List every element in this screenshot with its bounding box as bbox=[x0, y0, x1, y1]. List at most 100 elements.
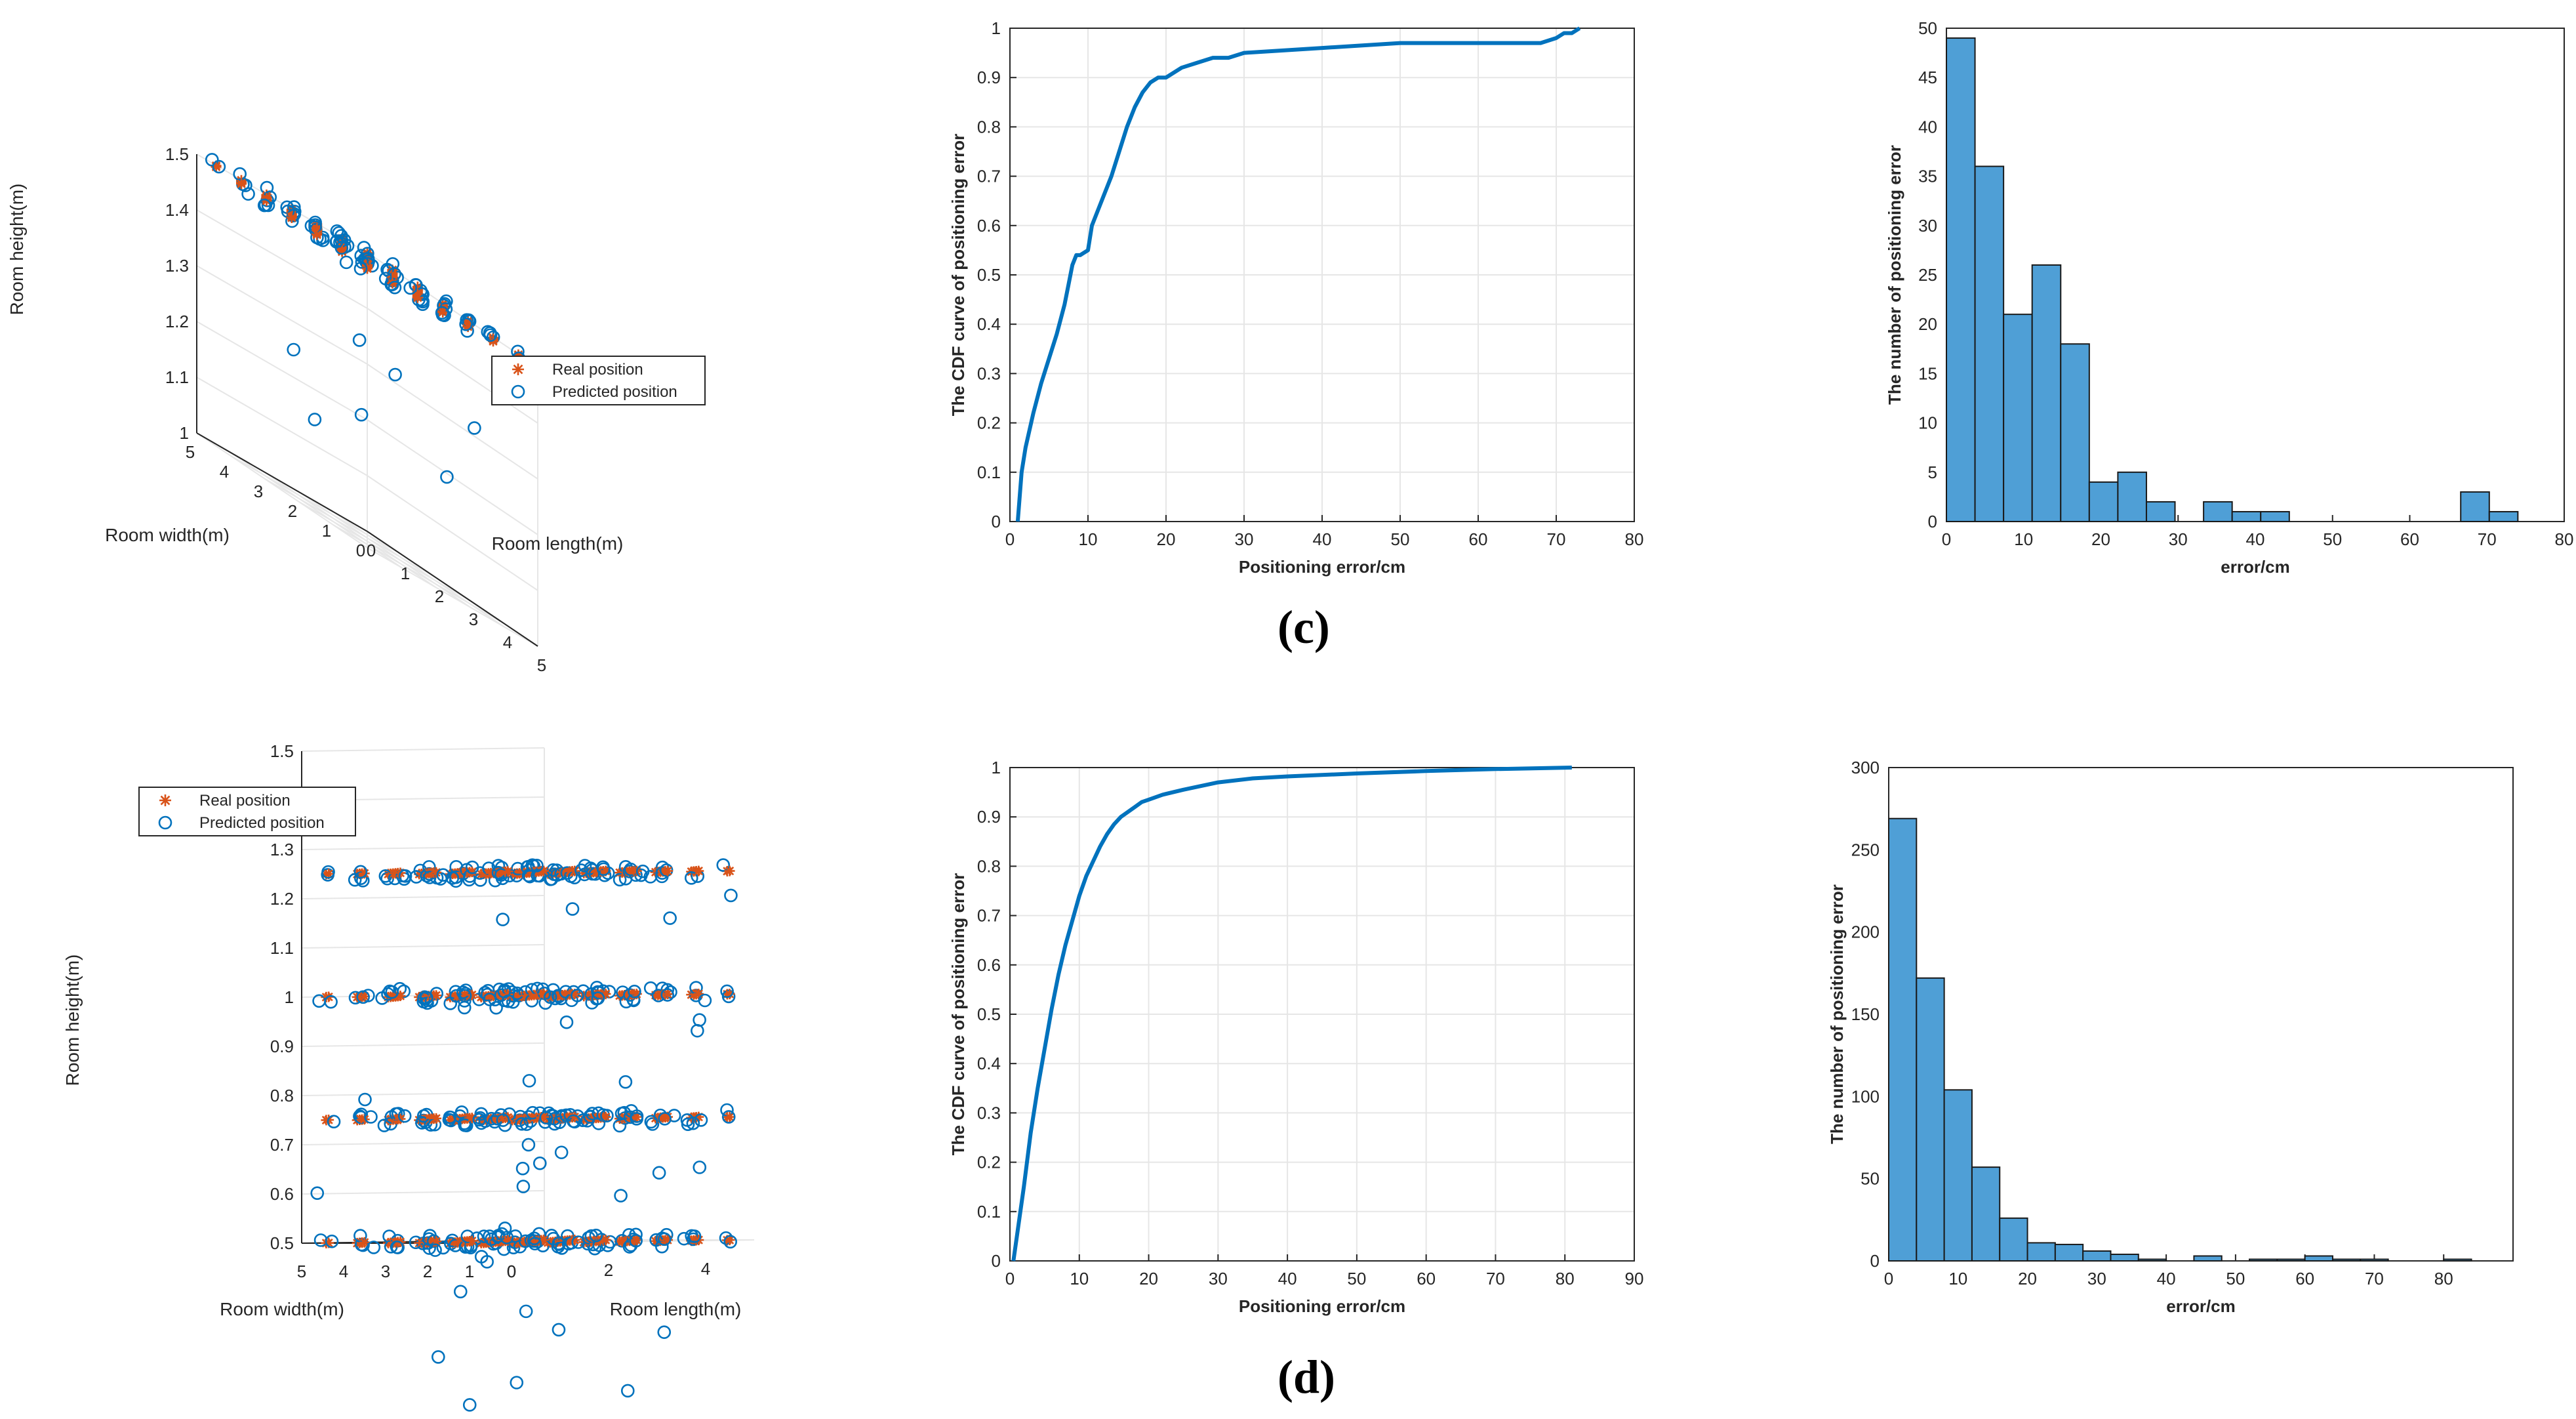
d-scatter-predicted-point bbox=[324, 995, 338, 1009]
c-hist-ytick-label: 50 bbox=[1918, 18, 1937, 38]
d-scatter-real-point bbox=[431, 1236, 442, 1247]
c-hist-ytick-label: 45 bbox=[1918, 68, 1937, 87]
c-scatter-legend-real-label: Real position bbox=[552, 361, 643, 379]
d-scatter-predicted-point bbox=[500, 1231, 514, 1244]
c-hist-ytick-label: 0 bbox=[1928, 512, 1937, 531]
d-scatter-real-point bbox=[359, 1237, 370, 1248]
d-scatter-wall-grid bbox=[301, 1092, 545, 1096]
c-hist-ytick-label: 40 bbox=[1918, 117, 1937, 136]
d-hist-ytick-label: 250 bbox=[1851, 840, 1880, 859]
c-scatter-real-point bbox=[488, 336, 498, 347]
c-scatter-predicted-point bbox=[334, 241, 349, 255]
d-scatter-predicted-point bbox=[574, 863, 588, 877]
c-hist-bar bbox=[1946, 37, 1976, 523]
d-cdf-ytick-label: 0.1 bbox=[977, 1202, 1001, 1222]
c-scatter-real-point bbox=[211, 161, 222, 173]
d-scatter-ytick-label: 2 bbox=[423, 1262, 432, 1281]
d-scatter-real-point bbox=[538, 865, 549, 876]
d-hist-xtick-label: 0 bbox=[1884, 1269, 1893, 1288]
d-cdf-ytick-label: 1 bbox=[992, 758, 1001, 777]
d-scatter-predicted-point bbox=[533, 1156, 547, 1170]
d-scatter-real-point bbox=[359, 868, 370, 879]
d-scatter-real-point bbox=[724, 989, 735, 1000]
c-scatter-ztick-label: 1.4 bbox=[165, 200, 189, 220]
d-scatter-predicted-point bbox=[515, 1161, 530, 1176]
d-scatter-real-point bbox=[502, 866, 513, 877]
c-scatter-floor-grid bbox=[230, 452, 402, 568]
c-cdf-cdf-line bbox=[1015, 26, 1581, 522]
c-scatter-ztick-label: 1.3 bbox=[165, 256, 189, 276]
c-scatter-real-point bbox=[236, 178, 247, 190]
d-hist-bar bbox=[2360, 1258, 2389, 1262]
c-hist-xtick-label: 0 bbox=[1942, 529, 1951, 549]
d-scatter-predicted-point bbox=[720, 1103, 734, 1117]
c-scatter-floor-grid bbox=[332, 524, 504, 624]
d-scatter-real-point bbox=[724, 865, 735, 876]
d-hist-bar bbox=[2443, 1258, 2472, 1262]
d-scatter-predicted-point bbox=[465, 860, 479, 874]
c-scatter-predicted-point bbox=[468, 421, 481, 435]
d-scatter-predicted-point bbox=[694, 1113, 708, 1127]
c-hist-bar bbox=[2231, 510, 2262, 523]
c-hist-ylabel: The number of positioning error bbox=[1885, 145, 1904, 405]
d-scatter-real-point bbox=[724, 1111, 735, 1122]
d-scatter-xtick-label: 4 bbox=[701, 1259, 710, 1279]
d-scatter-predicted-point bbox=[657, 1232, 672, 1246]
c-scatter-ztick-label: 1.2 bbox=[165, 312, 189, 331]
d-hist-xlabel: error/cm bbox=[2166, 1296, 2236, 1316]
d-scatter-real-point bbox=[502, 1235, 513, 1246]
c-scatter-xtick-label: 2 bbox=[435, 586, 444, 606]
c-cdf-xtick-label: 40 bbox=[1313, 529, 1332, 549]
d-scatter-real-point bbox=[693, 865, 704, 876]
d-scatter-real-point bbox=[631, 1111, 642, 1122]
d-scatter-predicted-point bbox=[445, 871, 460, 885]
d-scatter-legend-predicted-label: Predicted position bbox=[199, 814, 325, 832]
c-hist-ytick-label: 10 bbox=[1918, 413, 1937, 433]
d-scatter-predicted-point bbox=[497, 985, 512, 998]
c-cdf-ytick-label: 0.4 bbox=[977, 314, 1001, 334]
d-scatter-wall-grid bbox=[301, 846, 545, 850]
c-scatter-predicted-point bbox=[388, 367, 402, 382]
d-scatter-predicted-point bbox=[546, 863, 560, 877]
d-hist-ytick-label: 200 bbox=[1851, 922, 1880, 942]
c-scatter-real-point bbox=[312, 229, 323, 240]
d-scatter-predicted-point bbox=[516, 1180, 531, 1193]
d-scatter-xlabel: Room length(m) bbox=[610, 1299, 742, 1319]
d-scatter-wall-grid bbox=[301, 1141, 545, 1145]
d-scatter-predicted-point bbox=[684, 871, 698, 885]
d-cdf-plot-frame bbox=[1009, 767, 1635, 1262]
d-hist-bar bbox=[1888, 817, 1918, 1262]
c-hist-xtick-label: 80 bbox=[2555, 529, 2574, 549]
c-scatter-legend-real-marker bbox=[512, 363, 524, 375]
d-scatter-predicted-point bbox=[398, 869, 413, 883]
c-hist-ytick-label: 35 bbox=[1918, 167, 1937, 186]
c-cdf-ytick-label: 0 bbox=[992, 512, 1001, 531]
d-hist-xtick-label: 10 bbox=[1948, 1269, 1967, 1288]
d-scatter-predicted-point bbox=[571, 989, 584, 1002]
c-cdf-ytick-label: 0.6 bbox=[977, 216, 1001, 236]
d-scatter-chart: 0245432100.50.60.70.80.911.11.21.31.41.5… bbox=[62, 741, 755, 1412]
c-cdf-ytick-label: 0.2 bbox=[977, 413, 1001, 433]
d-scatter-real-point bbox=[662, 1111, 674, 1122]
d-cdf-xtick-label: 50 bbox=[1347, 1269, 1366, 1288]
d-hist-xtick-label: 20 bbox=[2018, 1269, 2037, 1288]
d-scatter-predicted-point bbox=[552, 1323, 566, 1337]
d-hist-xtick-label: 30 bbox=[2087, 1269, 2106, 1288]
c-cdf-xtick-label: 80 bbox=[1625, 529, 1644, 549]
c-cdf-ytick-label: 0.3 bbox=[977, 363, 1001, 383]
d-scatter-predicted-point bbox=[457, 1000, 472, 1015]
c-cdf-chart: 0 10 20 30 40 50 60 70 80 0 0.1 0.2 0.3 0.4 0.5 0.6 0.7 0… bbox=[948, 18, 1643, 577]
d-scatter-predicted-point bbox=[693, 1161, 707, 1174]
c-scatter-predicted-point bbox=[403, 281, 417, 295]
d-scatter-real-point bbox=[569, 989, 580, 1000]
c-hist-ytick-label: 20 bbox=[1918, 314, 1937, 334]
d-scatter-predicted-point bbox=[325, 1234, 339, 1248]
panel-label-d: (d) bbox=[1278, 1351, 1335, 1403]
d-scatter-ylabel: Room width(m) bbox=[220, 1299, 344, 1319]
d-scatter-real-point bbox=[600, 1111, 611, 1122]
c-scatter-xlabel: Room length(m) bbox=[492, 533, 624, 554]
d-scatter-predicted-point bbox=[618, 1075, 633, 1089]
d-scatter-real-point bbox=[431, 867, 442, 878]
c-scatter-predicted-point bbox=[241, 187, 255, 201]
